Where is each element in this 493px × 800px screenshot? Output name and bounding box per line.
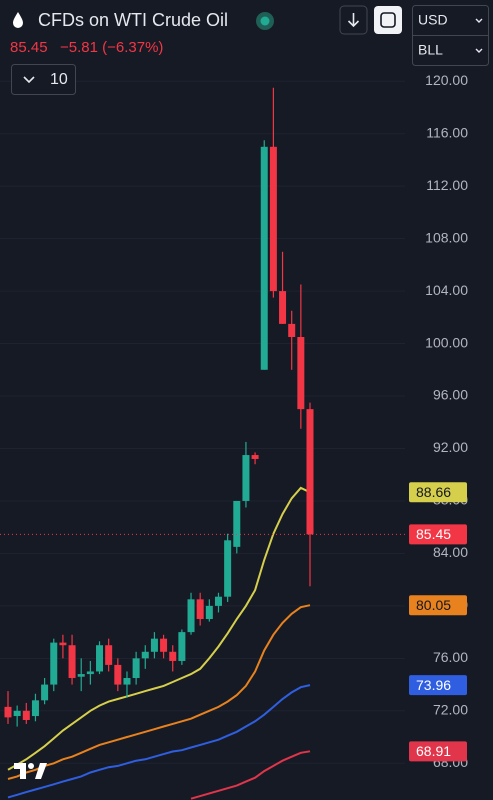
toggle-chevron	[23, 76, 35, 84]
candle-body	[178, 632, 186, 661]
candle-body	[288, 323, 296, 337]
symbol-icon	[13, 12, 23, 28]
y-tick-label: 120.00	[425, 72, 468, 88]
candle-body	[187, 599, 195, 633]
price-badge	[409, 524, 467, 545]
y-tick-label: 84.00	[433, 544, 468, 560]
candles	[4, 87, 314, 727]
price-badge-label: 73.96	[416, 677, 451, 693]
candle-body	[233, 500, 241, 547]
price-change: −5.81 (−6.37%)	[60, 39, 163, 56]
candle-body	[22, 710, 30, 720]
logo-part	[14, 763, 26, 779]
indicators-toggle[interactable]	[11, 64, 76, 95]
y-tick-label: 96.00	[433, 387, 468, 403]
currency[interactable]: USD	[418, 12, 448, 28]
layout-button[interactable]	[374, 6, 402, 34]
logo	[14, 763, 47, 779]
indicator-lines	[7, 486, 311, 800]
indicator-line	[7, 604, 311, 780]
indicator-count: 10	[50, 71, 68, 88]
y-tick-label: 76.00	[433, 649, 468, 665]
candle-body	[251, 455, 259, 459]
price-badge-label: 88.66	[416, 484, 451, 500]
candle-body	[123, 678, 131, 685]
unit[interactable]: BLL	[418, 42, 443, 58]
candle-body	[224, 540, 232, 597]
candle-body	[13, 710, 21, 717]
price-badge-label: 68.91	[416, 743, 451, 759]
candle-body	[260, 146, 268, 370]
candle-body	[214, 596, 222, 606]
candle-body	[150, 638, 158, 652]
candle-body	[160, 638, 168, 652]
candle-body	[242, 455, 250, 501]
y-tick-label: 108.00	[425, 229, 468, 245]
logo-part	[28, 763, 34, 769]
candle-body	[96, 645, 104, 672]
candle-body	[4, 706, 12, 718]
candle-body	[86, 671, 94, 675]
price-badge	[409, 741, 467, 762]
candle-body	[269, 146, 277, 292]
indicator-line	[190, 750, 311, 800]
candle-body	[50, 642, 58, 685]
candle-body	[59, 642, 67, 646]
layout-icon	[380, 12, 396, 28]
candle-body	[297, 336, 305, 410]
y-tick-label: 112.00	[426, 177, 468, 193]
y-tick-label: 104.00	[425, 282, 468, 298]
candle-body	[196, 599, 204, 619]
grid	[0, 80, 405, 764]
candle-body	[105, 645, 113, 665]
candle-body	[41, 684, 49, 701]
candle-body	[132, 658, 140, 679]
candle-body	[77, 674, 85, 677]
y-tick-label: 92.00	[433, 439, 468, 455]
price-badge	[409, 595, 467, 616]
chevrons	[475, 18, 483, 53]
candle-body	[169, 651, 177, 661]
download-icon	[347, 13, 360, 28]
price-badge	[409, 482, 467, 503]
price-badge	[409, 675, 467, 696]
y-tick-label: 116.00	[426, 124, 468, 140]
last-price: 85.45	[10, 39, 48, 56]
candle-body	[68, 645, 76, 679]
indicator-line	[7, 684, 311, 799]
logo-part	[35, 763, 47, 779]
candle-body	[114, 664, 122, 685]
candle-body	[205, 605, 213, 619]
candle-body	[279, 291, 287, 324]
candle-body	[31, 700, 39, 717]
symbol-title: CFDs on WTI Crude Oil	[38, 10, 228, 30]
candle-body	[306, 409, 314, 535]
candle-body	[141, 651, 149, 659]
market-status-dot	[260, 16, 270, 26]
y-tick-label: 100.00	[425, 334, 468, 350]
price-badge-label: 80.05	[416, 597, 451, 613]
y-tick-label: 72.00	[433, 702, 468, 718]
indicator-line	[7, 486, 311, 771]
price-badge-label: 85.45	[416, 526, 451, 542]
